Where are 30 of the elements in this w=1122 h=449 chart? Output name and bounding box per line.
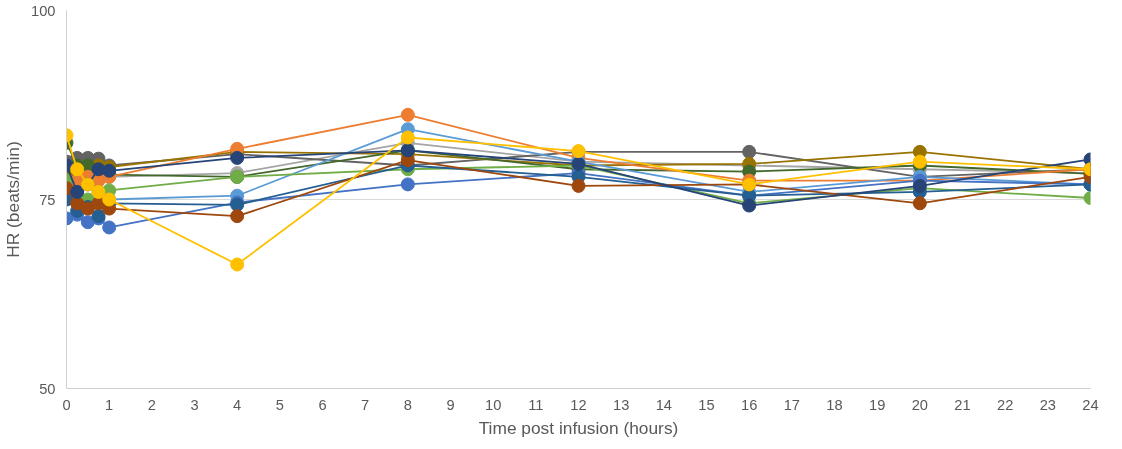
x-tick-label: 18 [826, 396, 843, 413]
x-tick-label: 3 [190, 396, 199, 413]
x-axis-title: Time post infusion (hours) [478, 417, 679, 438]
x-tick-label: 16 [741, 396, 758, 413]
x-tick-label: 6 [318, 396, 327, 413]
x-tick-label: 17 [783, 396, 800, 413]
x-tick-label: 1 [105, 396, 114, 413]
x-tick-label: 14 [655, 396, 672, 413]
x-tick-label: 21 [954, 396, 971, 413]
x-tick-label: 23 [1039, 396, 1056, 413]
y-axis-title: HR (beats/min) [3, 141, 24, 258]
x-tick-label: 9 [446, 396, 455, 413]
x-tick-label: 11 [528, 396, 544, 413]
x-tick-label: 4 [233, 396, 242, 413]
x-tick-label: 15 [698, 396, 715, 413]
x-tick-label: 7 [361, 396, 370, 413]
x-tick-label: 12 [570, 396, 587, 413]
y-tick-label: 50 [39, 380, 56, 397]
x-tick-label: 24 [1082, 396, 1099, 413]
y-tick-label: 75 [39, 191, 56, 208]
x-tick-label: 19 [869, 396, 886, 413]
x-tick-label: 10 [485, 396, 502, 413]
x-tick-label: 0 [62, 396, 71, 413]
y-tick-label: 100 [31, 2, 56, 19]
x-tick-label: 13 [613, 396, 630, 413]
x-tick-label: 2 [147, 396, 156, 413]
x-tick-label: 22 [997, 396, 1014, 413]
x-tick-label: 20 [911, 396, 928, 413]
x-tick-label: 5 [275, 396, 284, 413]
x-tick-label: 8 [403, 396, 412, 413]
